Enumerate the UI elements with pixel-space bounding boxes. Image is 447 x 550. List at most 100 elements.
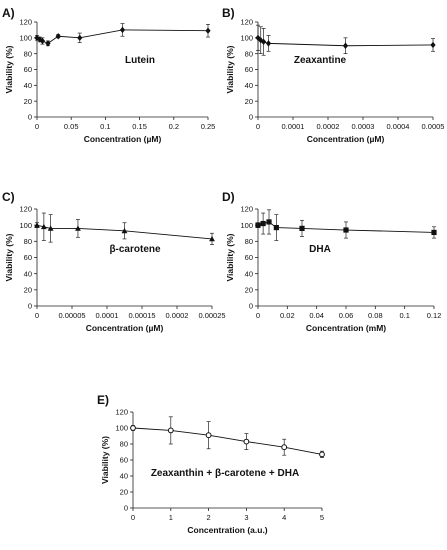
data-point-4: [299, 225, 305, 231]
data-point-0: [130, 425, 136, 431]
compound-label: β-carotene: [109, 244, 161, 255]
y-tick-label: 120: [240, 18, 253, 27]
data-point-5: [319, 451, 325, 458]
y-tick-label: 20: [24, 285, 32, 294]
y-tick-label: 80: [24, 237, 32, 246]
x-tick-label: 0.04: [309, 311, 324, 320]
x-tick-label: 0.02: [280, 311, 295, 320]
data-point-7: [205, 27, 211, 34]
panel-c: C) 0 20 40 60 80 100 120 0 0.00005 0.0001 0.00015 0.…: [2, 190, 226, 333]
x-tick-label: 0: [256, 122, 260, 131]
y-tick-label: 100: [19, 221, 32, 230]
y-tick-label: 60: [120, 456, 128, 465]
y-tick-label: 120: [19, 205, 32, 214]
data-point-1: [258, 37, 264, 44]
y-tick-label: 40: [245, 269, 253, 278]
x-tick-label: 0.00005: [58, 311, 85, 320]
panel-letter: B): [222, 6, 235, 20]
y-axis-title: Viability (%): [4, 233, 14, 281]
data-point-6: [431, 229, 437, 236]
x-tick-label: 0.0003: [352, 122, 375, 131]
data-point-3: [273, 224, 279, 231]
data-point-1: [260, 220, 266, 227]
x-axis-title: Concentration (µM): [84, 134, 162, 144]
data-point-0: [255, 222, 261, 228]
y-tick-label: 0: [249, 302, 253, 311]
x-tick-label: 0.0002: [317, 122, 340, 131]
y-tick-label: 0: [249, 113, 253, 122]
data-point-5: [430, 41, 436, 49]
y-tick-label: 0: [124, 504, 128, 513]
panel-letter: A): [2, 6, 15, 20]
y-tick-label: 20: [245, 97, 253, 106]
panel-letter: E): [97, 393, 109, 407]
data-point-3: [243, 438, 250, 445]
x-axis-title: Concentration (mM): [306, 323, 386, 333]
y-tick-label: 100: [240, 221, 253, 230]
y-tick-label: 60: [24, 253, 32, 262]
data-point-5: [77, 34, 83, 42]
compound-label: DHA: [309, 244, 331, 255]
y-tick-label: 100: [240, 33, 253, 42]
x-tick-label: 0.06: [339, 311, 354, 320]
y-tick-label: 0: [28, 113, 32, 122]
x-tick-label: 0: [131, 513, 135, 522]
data-point-4: [281, 444, 288, 451]
x-tick-label: 5: [320, 513, 324, 522]
x-tick-label: 0.08: [368, 311, 383, 320]
x-tick-label: 0.1: [399, 311, 409, 320]
y-tick-label: 80: [120, 440, 128, 449]
data-point-3: [75, 225, 81, 231]
y-tick-label: 120: [240, 205, 253, 214]
x-tick-label: 0.25: [201, 122, 216, 131]
y-tick-label: 40: [120, 472, 128, 481]
data-point-2: [261, 38, 267, 45]
y-tick-label: 60: [245, 253, 253, 262]
y-tick-label: 0: [28, 302, 32, 311]
panel-b: B) 0 20 40 60 80 100 120 0 0.0001 0.0002 0.0003 0.00…: [222, 6, 444, 144]
data-point-2: [266, 219, 272, 225]
x-tick-label: 2: [207, 513, 211, 522]
panel-letter: D): [222, 190, 235, 204]
data-point-6: [119, 26, 126, 34]
data-point-3: [265, 40, 272, 47]
data-point-2: [47, 225, 54, 231]
data-point-2: [205, 432, 212, 439]
y-tick-label: 40: [24, 81, 32, 90]
y-tick-label: 40: [24, 269, 32, 278]
x-axis-title: Concentration (a.u.): [187, 525, 267, 535]
y-axis-title: Viability (%): [100, 436, 110, 484]
panel-d: D) 0 20 40 60 80 100 120 0 0.02 0.04 0.06 0.08 0.1 0.1…: [222, 190, 441, 333]
series-line: [132, 427, 323, 455]
x-tick-label: 0.12: [427, 311, 442, 320]
y-tick-label: 80: [24, 49, 32, 58]
x-tick-label: 0.00025: [198, 311, 225, 320]
data-point-5: [343, 227, 349, 233]
x-tick-label: 0: [35, 311, 39, 320]
y-axis-title: Viability (%): [4, 45, 14, 93]
y-tick-label: 100: [115, 424, 128, 433]
y-tick-label: 20: [120, 488, 128, 497]
data-point-0: [34, 222, 40, 228]
panel-a: A) 0 20 40 60 80 100 120 0 0.05 0.1 0.15 0.2 0.25 Conc…: [2, 6, 215, 144]
x-tick-label: 3: [244, 513, 248, 522]
x-tick-label: 0.0004: [387, 122, 410, 131]
x-axis-title: Concentration (µM): [307, 134, 385, 144]
x-tick-label: 0.1: [100, 122, 110, 131]
y-axis-title: Viability (%): [225, 233, 235, 281]
compound-label: Lutein: [125, 55, 155, 66]
y-tick-label: 40: [245, 81, 253, 90]
x-tick-label: 0.00015: [128, 311, 155, 320]
x-tick-label: 0.0001: [96, 311, 119, 320]
data-point-4: [55, 33, 61, 40]
x-tick-label: 0.05: [64, 122, 79, 131]
x-tick-label: 1: [169, 513, 173, 522]
x-tick-label: 0.0002: [166, 311, 189, 320]
x-tick-label: 4: [282, 513, 286, 522]
data-point-1: [40, 223, 47, 230]
y-tick-label: 60: [245, 65, 253, 74]
compound-label: Zeaxantine: [294, 55, 347, 66]
x-tick-label: 0.2: [169, 122, 179, 131]
data-point-1: [167, 427, 174, 434]
